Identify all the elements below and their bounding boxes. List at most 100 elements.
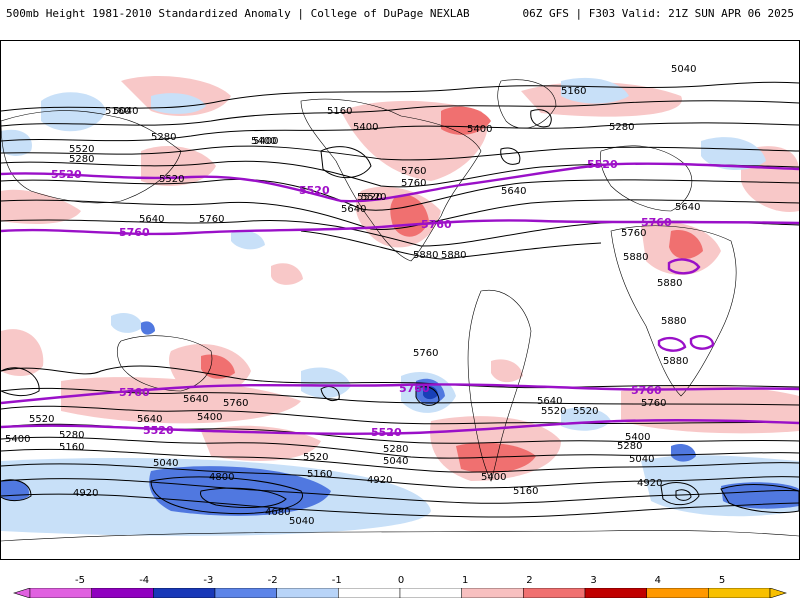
south-america-coast	[467, 289, 532, 482]
contour-line	[150, 476, 304, 515]
highlight-label: 5760	[421, 218, 452, 231]
colorbar-arrow-left	[12, 588, 31, 598]
anomaly-map: 5040 5160 5280 5400 5520 5640 5760 5880 …	[1, 64, 799, 542]
anomaly-positive	[61, 377, 301, 424]
contour-label: 5760	[641, 398, 666, 409]
colorbar-cell	[276, 588, 339, 598]
highlight-label: 5760	[641, 216, 672, 229]
contour-label: 5640	[139, 214, 164, 225]
antarctica-coast	[1, 530, 799, 542]
contour-label: 5760	[199, 214, 224, 225]
anomaly-positive	[441, 106, 491, 135]
colorbar-cell	[461, 588, 524, 598]
contour-label: 5040	[629, 454, 654, 465]
anomaly-positive	[271, 263, 303, 285]
anomaly-negative	[41, 92, 106, 132]
colorbar-tick-label: 0	[397, 575, 405, 586]
contour-label: 5280	[609, 122, 634, 133]
asia-coast	[1, 110, 182, 204]
anomaly-negative	[231, 230, 265, 250]
highlight-contours	[1, 162, 799, 436]
contour-label: 5880	[441, 250, 466, 261]
highlight-contour-5520-nh	[1, 162, 799, 203]
contour-label: 5760	[621, 228, 646, 239]
contour-label: 5880	[413, 250, 438, 261]
contour-line	[720, 484, 799, 514]
contour-line	[1, 405, 799, 425]
anomaly-negative	[671, 444, 696, 462]
highlight-labels: 5520 5760 5520 5760 5520 5760 5760 5760 …	[51, 158, 672, 439]
contour-line	[1, 448, 799, 473]
contour-label: 5880	[663, 356, 688, 367]
north-america-coast	[300, 98, 482, 262]
colorbar-cell	[584, 588, 647, 598]
contour-line	[1, 178, 799, 211]
contour-line	[1, 479, 32, 502]
highlight-contour-5880-africa-s	[657, 334, 715, 352]
colorbar-arrow-right	[769, 588, 788, 598]
contour-label: 5640	[341, 204, 366, 215]
colorbar-cell	[214, 588, 277, 598]
australia-coast	[116, 335, 213, 392]
colorbar-tick-label: -4	[139, 575, 150, 586]
anomaly-negative	[1, 129, 32, 156]
anomaly-negative	[149, 466, 331, 516]
highlight-label: 5760	[399, 382, 430, 395]
highlight-label: 5520	[371, 426, 402, 439]
contour-line	[1, 493, 799, 518]
contour-labels: 5040 5160 5280 5400 5520 5640 5760 5880 …	[5, 64, 700, 527]
contour-label: 5520	[361, 192, 386, 203]
contour-label: 5520	[357, 192, 382, 203]
contour-label: 5160	[327, 106, 352, 117]
colorbar-cell	[523, 588, 586, 598]
contour-label: 5160	[513, 486, 538, 497]
anomaly-negative	[561, 77, 629, 104]
coastlines	[1, 79, 799, 542]
contour-label: 5880	[657, 278, 682, 289]
colorbar-cell	[153, 588, 216, 598]
contour-label: 5520	[573, 406, 598, 417]
contour-label: 5520	[303, 452, 328, 463]
contour-label: 5640	[537, 396, 562, 407]
contour-line	[1, 478, 799, 504]
highlight-label: 5520	[299, 184, 330, 197]
contour-label: 5040	[113, 106, 138, 117]
anomaly-positive	[491, 359, 523, 383]
contour-label: 5640	[137, 414, 162, 425]
contour-label: 5160	[307, 469, 332, 480]
contour-label: 5400	[197, 412, 222, 423]
contour-line	[1, 100, 799, 127]
contour-label: 5280	[59, 430, 84, 441]
map-title: 500mb Height 1981-2010 Standardized Anom…	[6, 7, 470, 20]
contour-label: 5640	[675, 202, 700, 213]
contour-label: 5760	[401, 166, 426, 177]
contour-line	[320, 146, 372, 179]
anomaly-negative	[701, 137, 766, 171]
highlight-label: 5520	[587, 158, 618, 171]
contour-label: 5280	[383, 444, 408, 455]
colorbar-cell	[646, 588, 709, 598]
highlight-contour-5520-sh	[1, 418, 799, 436]
contour-line	[1, 145, 799, 161]
contour-label: 5760	[401, 178, 426, 189]
colorbar-tick-label: 1	[462, 575, 469, 586]
colorbar-cell	[29, 588, 92, 598]
contour-line	[500, 147, 521, 165]
anomaly-negative	[561, 407, 611, 431]
anomaly-positive	[1, 189, 81, 224]
highlight-contour-5760-nh	[1, 219, 799, 236]
contour-line	[1, 365, 799, 389]
colorbar-tick-label: 2	[526, 575, 533, 586]
contour-line	[675, 489, 692, 501]
anomaly-positive	[1, 329, 44, 376]
contour-label: 5400	[481, 472, 506, 483]
anomaly-negative	[151, 93, 206, 114]
colorbar-cell	[91, 588, 154, 598]
contour-line	[300, 230, 602, 260]
contour-label: 5400	[251, 136, 276, 147]
contour-label: 5640	[183, 394, 208, 405]
highlight-label: 5520	[51, 168, 82, 181]
highlight-label: 5760	[119, 226, 150, 239]
highlight-label: 5520	[143, 424, 174, 437]
colorbar-tick-label: 5	[718, 575, 726, 586]
